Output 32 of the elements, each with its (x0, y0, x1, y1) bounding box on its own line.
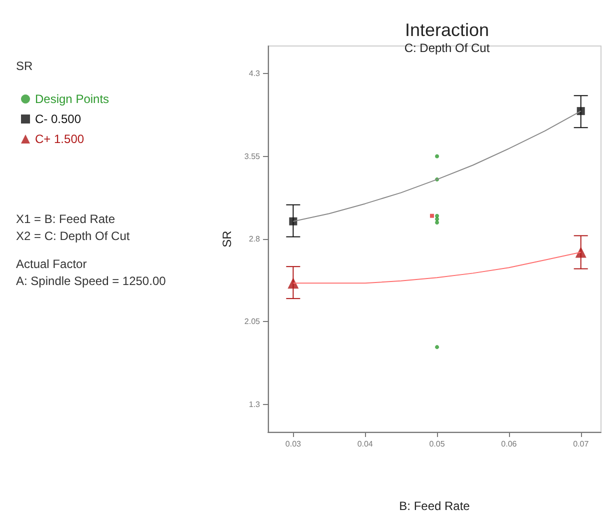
x-tick-label: 0.07 (573, 440, 590, 448)
point (289, 217, 298, 226)
text: Actual Factor (16, 257, 87, 271)
text: X1 = B: Feed Rate (16, 212, 116, 226)
legend-label: C- 0.500 (35, 112, 82, 126)
y-tick-label: 4.3 (248, 69, 261, 78)
text: SR (16, 59, 34, 73)
text: X2 = C: Depth Of Cut (16, 229, 130, 243)
y-axis-title: SR (220, 230, 234, 248)
point (288, 278, 299, 289)
point (430, 214, 434, 218)
point (435, 220, 440, 224)
x-axis-title: B: Feed Rate (399, 499, 470, 513)
point (435, 214, 440, 218)
y-tick-label: 3.55 (244, 152, 261, 161)
point (575, 246, 586, 258)
y-tick-label: 2.8 (248, 234, 261, 244)
chart-subtitle: C: Depth Of Cut (404, 41, 490, 55)
point (435, 154, 440, 158)
chart-title: Interaction (404, 20, 490, 40)
x-tick-label: 0.05 (429, 440, 446, 448)
x-tick-label: 0.03 (285, 440, 302, 448)
point (435, 345, 440, 350)
legend-label: Design Points (35, 92, 110, 106)
point (576, 107, 585, 116)
y-tick-label: 1.3 (248, 400, 261, 409)
point (435, 217, 440, 222)
x-tick-label: 0.06 (501, 440, 518, 448)
y-tick-label: 2.05 (244, 317, 261, 326)
text: A: Spindle Speed = 1250.00 (16, 274, 166, 288)
legend-label: C+ 1.500 (35, 132, 84, 146)
x-tick-label: 0.04 (357, 440, 374, 448)
